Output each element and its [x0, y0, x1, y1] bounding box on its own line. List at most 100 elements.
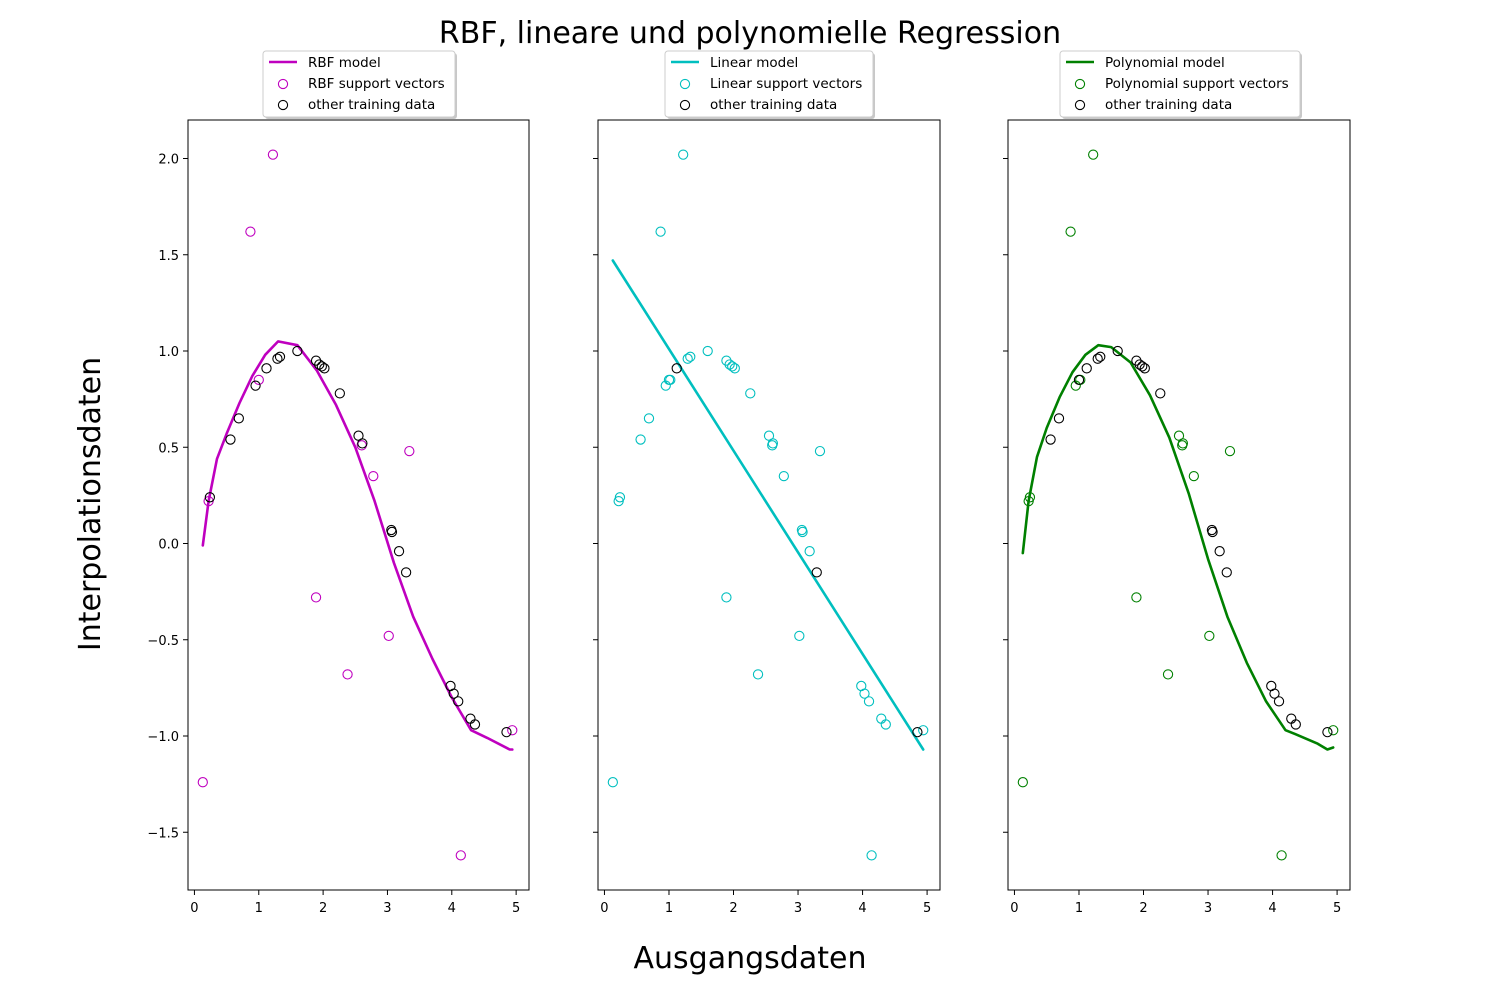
x-tick-label: 1	[665, 901, 673, 916]
axes-frame	[1007, 119, 1351, 891]
support-vector-point	[1162, 669, 1174, 680]
training-point	[334, 388, 345, 399]
support-vector-point	[643, 413, 655, 424]
y-tick-label: 2.0	[158, 153, 179, 168]
legend-entry-label: Linear support vectors	[710, 76, 862, 92]
training-point	[1221, 567, 1232, 578]
legend-entry-label: RBF support vectors	[308, 76, 445, 92]
legend-entry-label: Polynomial model	[1105, 55, 1225, 71]
support-vector-point	[678, 149, 689, 160]
support-vector-point	[745, 388, 756, 399]
training-point	[400, 567, 412, 578]
training-point	[1207, 526, 1218, 538]
x-tick-label: 4	[858, 901, 866, 916]
training-point	[274, 351, 286, 362]
training-point	[671, 363, 682, 374]
support-vector-point	[1131, 592, 1142, 603]
panels: 0 1 2 3 4 5 −1.5 −1.0 −0.5 0.0 0.5 1.0 1.5 2.0 RBF mod…	[147, 50, 1351, 916]
support-vector-point	[1204, 630, 1215, 642]
training-point	[453, 696, 464, 707]
training-point	[386, 526, 398, 538]
support-vector-point	[665, 374, 676, 386]
training-point	[811, 567, 822, 578]
y-tick-label: 1.0	[158, 345, 179, 360]
support-vector-point	[507, 725, 518, 736]
x-tick-label: 0	[600, 901, 608, 916]
support-vector-point	[404, 445, 415, 457]
support-vector-point	[752, 669, 764, 680]
x-tick-label: 0	[190, 901, 198, 916]
legend-point-marker	[679, 99, 691, 111]
training-point	[1269, 688, 1280, 699]
support-vector-point	[1276, 850, 1287, 861]
support-vector-point	[635, 434, 646, 445]
training-point	[1134, 359, 1145, 370]
training-point	[1081, 363, 1092, 374]
support-vector-point	[455, 850, 466, 861]
x-tick-label: 4	[1268, 901, 1276, 916]
y-tick-label: 0.0	[158, 538, 179, 553]
x-tick-label: 5	[923, 901, 931, 916]
support-vector-point	[614, 492, 626, 503]
support-vector-point	[804, 546, 815, 557]
training-point	[393, 546, 405, 557]
support-vector-point	[1224, 445, 1236, 457]
training-point	[357, 438, 368, 449]
support-vector-point	[794, 630, 805, 642]
legend-box	[1059, 50, 1301, 118]
support-vector-point	[859, 688, 870, 699]
x-axis-label: Ausgangsdaten	[634, 941, 867, 976]
legend-entry-label: Polynomial support vectors	[1105, 76, 1289, 92]
support-vector-point	[721, 355, 732, 366]
legend-entry-label: other training data	[710, 97, 837, 113]
training-point	[1137, 361, 1148, 372]
support-vector-point	[876, 713, 887, 724]
x-tick-label: 3	[383, 901, 391, 916]
support-vector-point	[724, 359, 735, 370]
x-tick-label: 5	[1333, 901, 1341, 916]
support-vector-point	[918, 725, 929, 736]
support-vector-point	[880, 719, 891, 730]
training-point	[1045, 434, 1056, 445]
support-vector-point	[721, 592, 732, 603]
y-tick-label: −1.5	[147, 826, 179, 841]
support-vector-point	[1177, 438, 1189, 449]
training-point	[314, 359, 325, 370]
axes-frame	[597, 119, 941, 891]
legend: Polynomial model Polynomial support vecto…	[1059, 50, 1302, 119]
training-point	[1131, 355, 1142, 366]
panel-linear: 0 1 2 3 4 5 Linear model Linear support vectors…	[593, 50, 941, 916]
legend-point-marker	[1074, 78, 1086, 90]
legend-point-marker	[1074, 99, 1086, 111]
support-vector-point	[267, 149, 279, 160]
support-vector-point	[655, 226, 666, 237]
training-point	[1073, 374, 1085, 386]
support-vector-point	[607, 777, 618, 788]
support-vector-point	[253, 374, 264, 386]
model-line	[1021, 343, 1335, 751]
training-point	[1112, 345, 1123, 357]
support-vector-point	[685, 351, 696, 362]
legend-entry-label: other training data	[1105, 97, 1232, 113]
panel-polynomial: 0 1 2 3 4 5 Polynomial model Polynomial support…	[1003, 50, 1351, 916]
x-tick-label: 1	[1075, 901, 1083, 916]
y-tick-label: −0.5	[147, 634, 179, 649]
legend-point-marker	[277, 78, 289, 90]
model-line	[201, 340, 514, 751]
legend-entry-label: other training data	[308, 97, 435, 113]
support-vector-point	[729, 363, 740, 374]
training-point	[233, 413, 244, 424]
chart-title: RBF, lineare und polynomielle Regression	[439, 16, 1061, 51]
legend: RBF model RBF support vectors other traini…	[262, 50, 457, 119]
training-point	[204, 492, 216, 503]
support-vector-point	[767, 438, 779, 449]
y-tick-label: −1.0	[147, 730, 179, 745]
training-point	[1155, 388, 1166, 399]
support-vector-point	[383, 630, 394, 642]
support-vector-point	[310, 592, 322, 603]
support-vector-point	[1088, 149, 1099, 160]
training-point	[292, 345, 303, 357]
legend-entry-label: Linear model	[710, 55, 798, 71]
training-point	[1139, 363, 1150, 374]
